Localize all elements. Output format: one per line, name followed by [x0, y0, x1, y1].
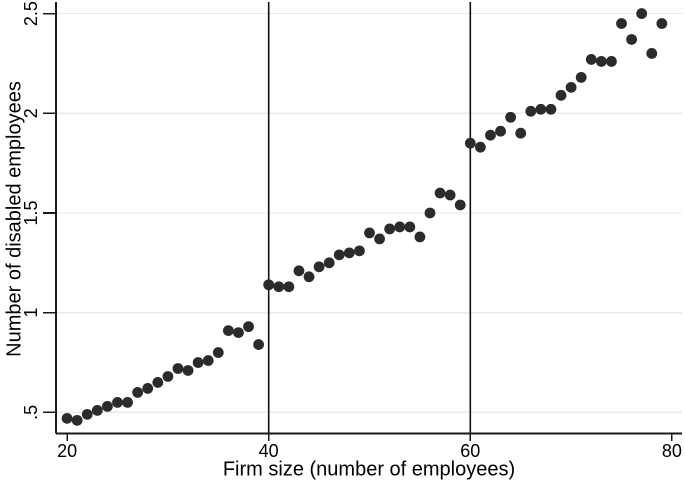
x-axis-title: Firm size (number of employees): [222, 458, 516, 481]
data-point: [132, 387, 144, 398]
data-point: [112, 396, 123, 408]
y-tick-label: 2: [21, 108, 41, 118]
data-point: [434, 187, 446, 199]
data-point: [283, 281, 295, 293]
data-point: [364, 227, 375, 239]
data-point: [495, 125, 506, 137]
data-point: [162, 371, 174, 382]
data-point: [464, 137, 476, 149]
data-point: [545, 103, 557, 115]
data-point: [626, 34, 637, 45]
data-point: [152, 377, 164, 388]
data-point: [616, 18, 627, 29]
data-point: [444, 189, 456, 201]
data-point: [71, 414, 83, 426]
data-point: [414, 231, 426, 243]
data-point: [243, 321, 254, 333]
y-tick-label: .5: [21, 405, 41, 420]
data-point: [535, 103, 547, 115]
data-point: [606, 56, 617, 67]
data-point: [263, 279, 275, 291]
data-point: [142, 383, 154, 394]
data-point: [273, 281, 285, 293]
data-point: [212, 347, 224, 358]
x-tick-label: 60: [460, 441, 480, 461]
data-point: [293, 265, 305, 277]
data-point: [394, 221, 406, 233]
data-point: [575, 71, 587, 83]
data-point: [102, 400, 113, 412]
data-point: [333, 249, 345, 261]
data-point: [646, 48, 658, 59]
data-point: [424, 207, 436, 219]
data-point: [122, 396, 133, 408]
data-point: [374, 233, 385, 245]
data-point: [384, 223, 396, 235]
data-point: [81, 408, 93, 420]
data-point: [636, 8, 648, 19]
data-point: [61, 412, 73, 424]
y-tick-label: 1.5: [21, 200, 41, 225]
data-point: [313, 261, 325, 273]
data-point: [253, 339, 265, 350]
data-point: [656, 18, 668, 29]
data-point: [323, 257, 335, 269]
x-tick-label: 80: [662, 441, 682, 461]
data-point: [595, 56, 607, 67]
data-point: [202, 355, 214, 366]
data-point: [555, 89, 567, 101]
data-point: [172, 363, 184, 374]
data-point: [91, 404, 103, 416]
y-axis-title: Number of disabled employees: [3, 81, 26, 357]
y-tick-label: 2.5: [21, 1, 41, 26]
data-point: [485, 129, 496, 141]
data-point: [565, 81, 577, 93]
x-tick-label: 20: [57, 441, 77, 461]
data-point: [233, 327, 244, 339]
data-point: [192, 357, 204, 368]
data-point: [474, 141, 486, 153]
data-point: [354, 245, 365, 257]
data-point: [454, 199, 466, 211]
data-point: [404, 221, 416, 233]
data-point: [343, 247, 355, 259]
data-point: [585, 54, 597, 65]
data-point: [222, 325, 234, 337]
data-point: [303, 271, 315, 283]
data-point: [515, 127, 527, 139]
data-point: [525, 105, 537, 117]
x-tick-label: 40: [259, 441, 279, 461]
data-point: [182, 365, 194, 376]
data-point: [505, 111, 517, 123]
y-tick-label: 1: [21, 308, 41, 318]
